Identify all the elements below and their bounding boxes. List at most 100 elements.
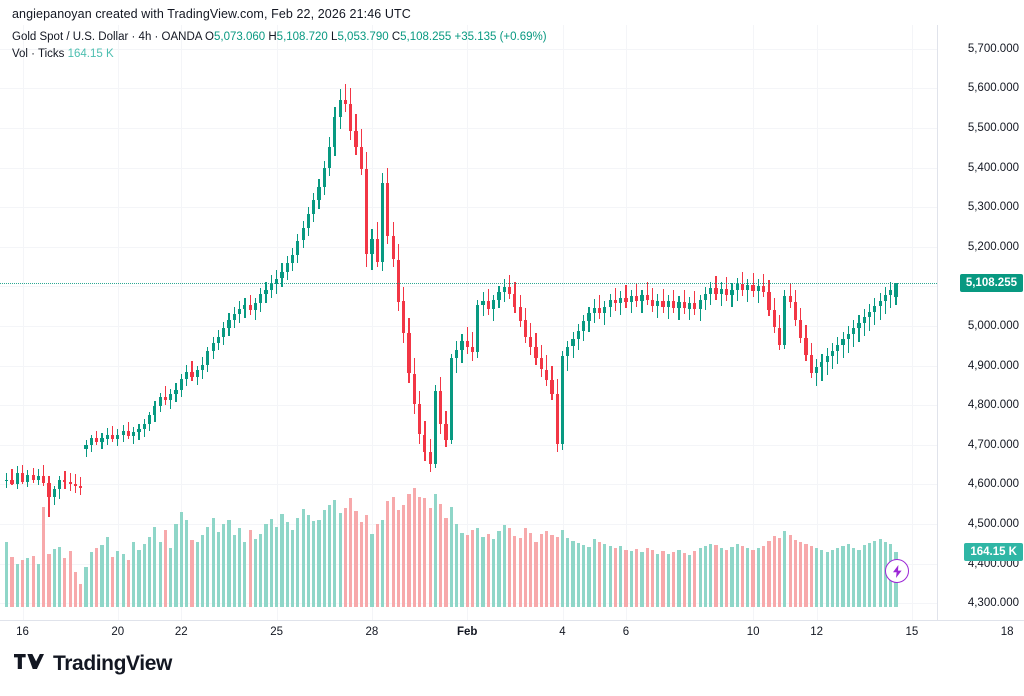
volume-bar [243,541,247,607]
candle-body [772,310,776,328]
volume-bar [253,538,258,607]
candle-body [486,300,490,310]
volume-bar [470,529,475,607]
volume-bar [153,527,157,607]
candle-body [672,301,676,308]
candle-wick [863,309,865,337]
volume-bar [285,522,289,607]
legend-low-value: 5,053.790 [337,31,389,43]
candle-body [497,291,501,300]
candle-wick [678,295,680,320]
volume-bar [259,534,263,607]
volume-bar [84,567,88,607]
candle-body [10,479,14,485]
volume-bar [571,541,575,607]
candle-wick [74,474,77,494]
candle-body [619,297,623,303]
legend-symbol[interactable]: Gold Spot / U.S. Dollar · 4h · OANDA [12,31,202,43]
candle-wick [466,326,468,355]
time-axis-tick-label: 12 [810,626,823,638]
candle-body [132,432,136,437]
candle-body [740,284,745,291]
volume-bar [725,549,729,607]
candle-body [343,99,348,105]
volume-bar [280,513,284,607]
candle-body [560,356,565,444]
candle-wick [249,295,251,315]
candle-body [100,438,104,442]
lightning-bolt-icon[interactable] [885,559,909,583]
volume-bar [772,536,776,607]
volume-bar [423,497,427,607]
volume-bar [433,494,438,607]
grid-line-vertical [181,25,183,620]
volume-bar [126,560,131,607]
volume-bar [222,524,226,607]
candle-body [322,167,326,187]
volume-bar [608,546,612,607]
candle-body [290,254,295,264]
volume-bar [545,531,549,607]
candle-body [597,307,602,314]
candle-body [306,213,311,228]
price-axis-tick-label: 4,700.000 [967,438,1019,451]
volume-bar [322,510,326,607]
chart-plot-area[interactable] [0,25,937,620]
volume-bar [809,546,813,607]
time-axis-tick-label: 18 [1000,626,1014,638]
volume-bar [100,545,104,607]
volume-bar [396,509,400,607]
candle-body [153,406,157,415]
volume-bar [137,549,141,607]
tradingview-brand: TradingView [14,652,172,676]
candle-body [174,390,178,395]
legend-high-value: 5,108.720 [276,31,328,43]
volume-bar [15,564,19,607]
price-axis-tick-label: 5,200.000 [967,240,1019,253]
volume-bar [290,529,295,607]
grid-line-vertical [753,25,755,620]
candle-wick [127,421,130,440]
candle-body [592,307,596,313]
candle-body [719,288,723,295]
time-axis[interactable]: 1620222528Feb46101215182024 [0,620,1024,646]
candle-wick [837,337,839,364]
volume-bar [306,515,311,607]
candle-body [237,309,242,315]
volume-bar [576,543,580,607]
volume-bar [359,521,363,607]
volume-bar [417,497,422,607]
candle-wick [842,331,844,359]
candle-body [84,444,88,449]
candle-body [836,345,840,351]
candle-body [624,297,628,303]
volume-bar [185,520,189,607]
candle-body [396,259,400,302]
legend-volume-label[interactable]: Vol · Ticks [12,48,65,60]
candle-body [804,337,808,356]
chart-legend: Gold Spot / U.S. Dollar · 4h · OANDA O5,… [12,30,547,62]
candle-body [481,300,485,306]
volume-bar [116,551,120,607]
grid-line-horizontal [0,405,937,407]
legend-close-value: 5,108.255 [400,31,452,43]
volume-bar [465,535,469,607]
candle-body [809,355,813,373]
candle-body [841,339,845,345]
volume-bar [476,527,480,607]
candle-body [391,235,395,260]
price-axis[interactable]: 5,700.000 5,600.000 5,500.000 5,400.000 5,30… [937,25,1024,620]
candle-wick [821,353,823,381]
candle-wick [164,386,167,406]
candle-body [746,284,750,291]
candle-body [539,358,543,370]
volume-bar [518,537,522,607]
time-axis-tick-label: 25 [270,626,283,638]
candle-body [317,186,321,201]
candle-body [550,379,554,395]
candle-body [42,476,46,483]
time-axis-tick-label: 28 [365,626,379,638]
candle-wick [715,276,717,300]
candle-body [862,317,866,323]
volume-bar [57,547,62,607]
